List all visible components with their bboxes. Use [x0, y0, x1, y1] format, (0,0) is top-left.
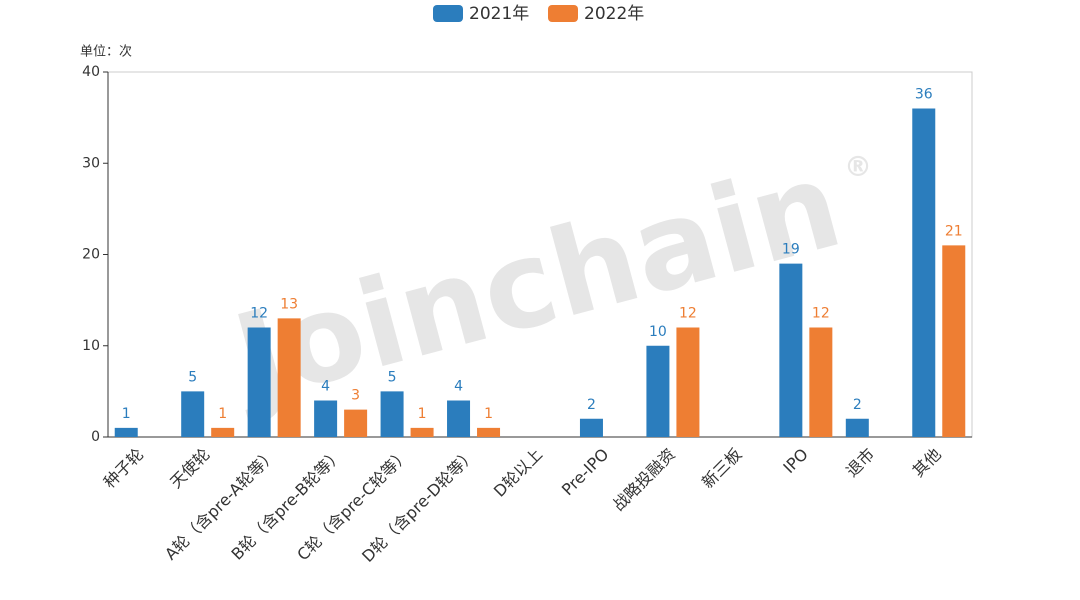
data-label: 1: [122, 406, 131, 422]
legend-swatch: [433, 5, 463, 22]
x-tick-label: D轮以上: [490, 445, 546, 501]
x-tick-label: 新三板: [698, 445, 745, 492]
x-tick-label: Pre-IPO: [558, 445, 613, 500]
bar: [114, 427, 138, 437]
bar: [779, 263, 803, 437]
data-label: 12: [812, 306, 830, 322]
x-tick-label: 其他: [909, 445, 945, 481]
bar: [410, 427, 434, 437]
bar: [676, 327, 700, 437]
y-tick-label: 40: [82, 64, 100, 80]
bar: [314, 400, 338, 437]
bar: [211, 427, 235, 437]
data-label: 10: [649, 324, 667, 340]
x-tick-label: D轮（含pre-D轮等）: [358, 445, 479, 566]
y-tick-label: 0: [91, 429, 100, 445]
data-label: 12: [679, 306, 697, 322]
data-label: 19: [782, 242, 800, 258]
x-tick-label: B轮（含pre-B轮等）: [228, 445, 347, 564]
bar: [912, 108, 936, 437]
data-label: 2: [853, 397, 862, 413]
bar: [845, 418, 869, 437]
data-label: 5: [188, 369, 197, 385]
watermark-mark: ®: [844, 150, 872, 183]
data-label: 2: [587, 397, 596, 413]
y-tick-label: 10: [82, 338, 100, 354]
bar: [579, 418, 603, 437]
data-label: 36: [915, 87, 933, 103]
x-tick-label: 退市: [842, 445, 878, 481]
watermark: Joinchain: [215, 135, 854, 431]
y-axis-label: 单位：次: [80, 44, 132, 60]
bar: [247, 327, 271, 437]
x-tick-label: 战略投融资: [609, 445, 679, 515]
x-tick-label: IPO: [779, 445, 812, 478]
bar: [344, 409, 368, 437]
bar: [942, 245, 966, 437]
legend-label: 2022年: [584, 4, 644, 24]
legend-label: 2021年: [469, 4, 529, 24]
x-tick-label: A轮（含pre-A轮等）: [161, 445, 280, 564]
bar: [181, 391, 205, 437]
x-tick-label: C轮（含pre-C轮等）: [293, 445, 413, 565]
y-tick-label: 20: [82, 247, 100, 263]
data-label: 1: [418, 406, 427, 422]
data-label: 4: [321, 379, 330, 395]
bar: [646, 345, 670, 437]
bar: [277, 318, 301, 437]
bar: [809, 327, 833, 437]
bar: [447, 400, 471, 437]
legend-swatch: [548, 5, 578, 22]
x-tick-label: 天使轮: [166, 445, 213, 492]
data-label: 1: [218, 406, 227, 422]
data-label: 5: [388, 369, 397, 385]
data-label: 1: [484, 406, 493, 422]
bar: [477, 427, 501, 437]
data-label: 12: [250, 306, 268, 322]
data-label: 4: [454, 379, 463, 395]
y-tick-label: 30: [82, 155, 100, 171]
data-label: 21: [945, 223, 963, 239]
x-tick-label: 种子轮: [100, 445, 147, 492]
data-label: 13: [280, 296, 298, 312]
data-label: 3: [351, 388, 360, 404]
bar: [380, 391, 404, 437]
